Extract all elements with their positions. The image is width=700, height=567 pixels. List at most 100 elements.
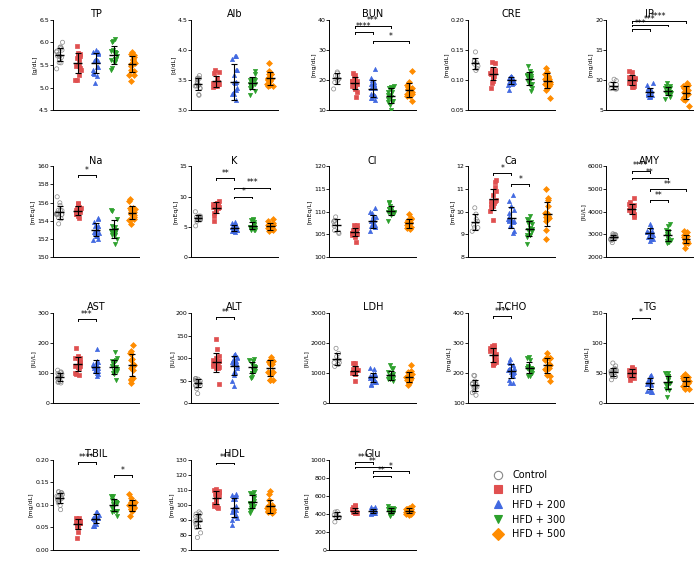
Point (541, 213, 552, 222)
Point (55, 373, 66, 382)
Point (369, 221, 380, 230)
Point (470, 379, 482, 388)
Point (641, 226, 652, 235)
Point (231, 506, 242, 515)
Y-axis label: [mg/dL]: [mg/dL] (589, 53, 594, 77)
Point (267, 505, 279, 514)
Point (661, 88, 672, 97)
Point (346, 505, 358, 514)
Point (367, 209, 378, 218)
Point (110, 363, 121, 372)
Point (386, 88, 397, 97)
Point (92, 56, 103, 65)
Point (228, 367, 239, 376)
Point (368, 370, 379, 379)
Point (125, 375, 136, 384)
Point (106, 47, 117, 56)
Point (334, 513, 345, 522)
Point (230, 222, 241, 231)
Point (194, 71, 205, 80)
Y-axis label: [mg/dL]: [mg/dL] (447, 346, 452, 370)
Point (56, 210, 67, 219)
Legend: Control, HFD, HFD + 200, HFD + 300, HFD + 500: Control, HFD, HFD + 200, HFD + 300, HFD … (484, 466, 570, 543)
Point (646, 387, 657, 396)
Point (486, 199, 497, 208)
Point (124, 489, 135, 498)
Point (53, 370, 64, 379)
Point (53, 496, 64, 505)
Point (230, 510, 241, 519)
Point (210, 494, 221, 503)
Point (91, 225, 102, 234)
Point (91, 231, 102, 240)
Point (92, 369, 103, 378)
Point (542, 213, 553, 222)
Point (264, 58, 275, 67)
Point (111, 48, 122, 57)
Point (681, 379, 692, 388)
Point (231, 225, 242, 234)
Point (108, 46, 119, 55)
Point (125, 204, 136, 213)
Point (192, 378, 203, 387)
Point (190, 221, 201, 230)
Point (366, 217, 377, 226)
Point (92, 367, 103, 376)
Point (262, 75, 274, 84)
Point (406, 214, 417, 223)
Point (365, 84, 376, 93)
Point (75, 517, 86, 526)
Point (468, 387, 480, 396)
Point (106, 206, 118, 215)
Point (385, 511, 396, 521)
Point (541, 68, 552, 77)
Point (229, 220, 240, 229)
Point (364, 374, 375, 383)
Point (664, 87, 675, 96)
Point (111, 498, 122, 507)
Point (467, 388, 478, 397)
Point (606, 370, 617, 379)
Point (333, 228, 344, 237)
Point (678, 373, 690, 382)
Point (644, 219, 655, 229)
Point (403, 503, 414, 512)
Point (195, 215, 206, 225)
Point (628, 81, 639, 90)
Point (209, 81, 220, 90)
Point (128, 502, 139, 511)
Point (365, 94, 377, 103)
Point (267, 507, 279, 517)
Point (542, 371, 553, 380)
Point (55, 214, 66, 223)
Point (106, 56, 117, 65)
Point (610, 372, 621, 381)
Point (540, 354, 551, 363)
Point (489, 71, 500, 80)
Point (369, 222, 380, 231)
Point (523, 71, 534, 80)
Point (386, 92, 397, 101)
Point (522, 231, 533, 240)
Point (111, 235, 122, 244)
Point (624, 73, 635, 82)
Point (193, 91, 204, 100)
Point (525, 363, 536, 373)
Point (489, 183, 500, 192)
Point (387, 507, 398, 517)
Point (72, 207, 83, 216)
Point (89, 367, 100, 376)
Point (213, 489, 224, 498)
Point (128, 212, 139, 221)
Point (207, 202, 218, 211)
Point (629, 73, 641, 82)
Point (263, 495, 274, 504)
Point (267, 367, 279, 376)
Point (383, 503, 394, 513)
Point (264, 486, 275, 496)
Point (387, 370, 398, 379)
Point (334, 358, 345, 367)
Point (524, 363, 535, 373)
Text: **: ** (646, 168, 654, 177)
Point (73, 522, 84, 531)
